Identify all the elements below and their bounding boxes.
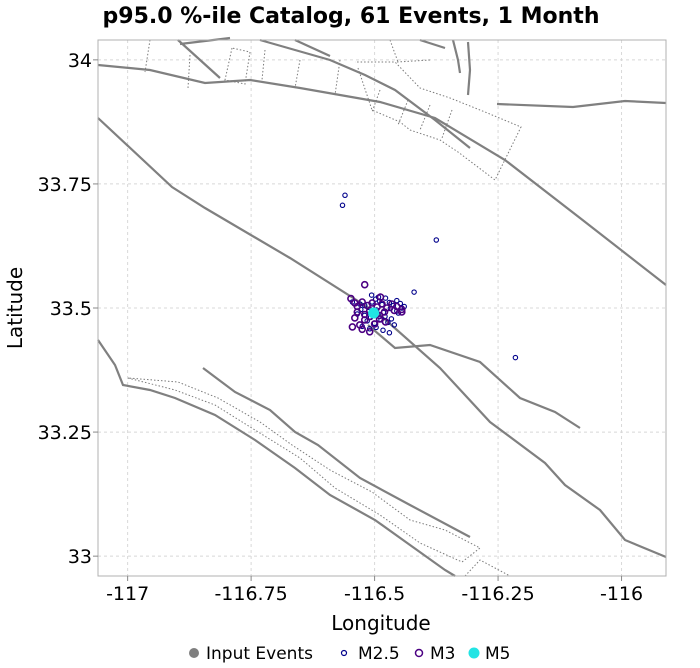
- event-m3: [368, 299, 376, 307]
- x-tick-label: -116.5: [344, 583, 405, 605]
- chart-title: p95.0 %-ile Catalog, 61 Events, 1 Month: [103, 4, 600, 29]
- event-m3: [381, 318, 390, 326]
- fault-line: [202, 367, 471, 538]
- event-m3: [365, 327, 374, 336]
- y-tick-label: 33.5: [50, 298, 92, 320]
- event-m3: [375, 315, 384, 323]
- event-m3: [397, 308, 406, 316]
- x-tick-label: -116.75: [214, 583, 287, 605]
- legend-marker-m2-5: [340, 649, 348, 657]
- event-m3: [360, 280, 369, 289]
- fault-line: [97, 117, 667, 559]
- fault-zone: [389, 39, 399, 63]
- event-m2-5: [411, 289, 417, 295]
- fault-lines: [97, 36, 667, 577]
- event-m3: [360, 316, 369, 324]
- fault-zone: [334, 59, 341, 96]
- legend-label-m5: M5: [485, 644, 510, 664]
- x-tick-label: -117: [106, 583, 149, 605]
- event-m2-5: [388, 316, 395, 322]
- event-m2-5: [512, 354, 519, 361]
- legend-marker-m3: [414, 648, 424, 658]
- event-m3: [390, 306, 399, 315]
- fault-line: [367, 324, 581, 429]
- event-m3: [348, 323, 357, 331]
- fault-zone: [371, 89, 381, 113]
- y-tick-label: 33.75: [38, 174, 92, 196]
- event-markers: [339, 192, 519, 361]
- fault-line: [419, 38, 446, 50]
- event-m3: [378, 300, 386, 308]
- event-m2-5: [433, 237, 440, 243]
- event-m3: [350, 314, 359, 322]
- legend-label-input-events: Input Events: [206, 644, 313, 664]
- fault-zone: [419, 104, 431, 131]
- event-m3: [370, 320, 379, 328]
- y-axis: 34 33.75 33.5 33.25 33: [38, 50, 98, 568]
- fault-zone: [355, 61, 522, 181]
- fault-line: [466, 41, 472, 96]
- fault-zone: [127, 377, 481, 563]
- fault-line: [177, 39, 221, 79]
- legend-marker-m5: [468, 647, 480, 659]
- legend-label-m3: M3: [430, 644, 455, 664]
- fault-line: [294, 38, 331, 58]
- fault-zone: [294, 59, 301, 89]
- legend-marker-input-events: [189, 648, 199, 658]
- fault-zone: [224, 47, 251, 85]
- event-m2-5: [386, 330, 393, 336]
- event-m2-5: [391, 322, 398, 328]
- fault-zone: [397, 99, 409, 126]
- fault-line: [259, 38, 471, 149]
- event-m3: [358, 325, 367, 334]
- event-m2-5: [380, 327, 386, 334]
- plot-area: [97, 36, 667, 577]
- event-m3: [353, 308, 362, 316]
- x-tick-label: -116: [600, 583, 643, 605]
- fault-zone: [464, 559, 511, 577]
- event-m3: [358, 298, 367, 306]
- y-axis-title: Latitude: [3, 267, 27, 349]
- event-m2-5: [368, 292, 375, 298]
- event-m3: [376, 293, 385, 301]
- y-tick-label: 33.25: [38, 422, 92, 444]
- event-m3: [397, 305, 406, 314]
- y-tick-label: 33: [68, 546, 92, 568]
- event-m3: [380, 308, 389, 316]
- x-axis: -117 -116.75 -116.5 -116.25 -116: [106, 576, 643, 605]
- legend-label-m2-5: M2.5: [358, 644, 400, 664]
- fault-line: [451, 39, 462, 74]
- fault-line: [97, 63, 667, 286]
- fault-zones: [127, 39, 522, 577]
- event-m3: [347, 294, 355, 303]
- x-tick-label: -116.25: [461, 583, 534, 605]
- event-m2-5: [342, 192, 348, 199]
- fault-zone: [261, 49, 266, 81]
- fault-zone: [441, 109, 453, 139]
- event-m5: [368, 307, 380, 319]
- legend: Input Events M2.5 M3 M5: [189, 644, 510, 664]
- fault-line: [179, 36, 231, 46]
- event-m2-5: [339, 202, 346, 209]
- fault-line: [496, 99, 667, 109]
- fault-line: [97, 339, 456, 577]
- x-axis-title: Longitude: [331, 611, 430, 635]
- y-tick-label: 34: [68, 50, 92, 72]
